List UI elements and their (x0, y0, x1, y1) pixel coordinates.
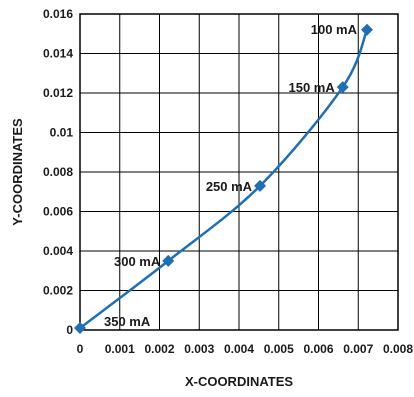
x-tick-label: 0.005 (264, 342, 294, 356)
y-tick-label: 0.014 (43, 47, 73, 61)
grid (79, 13, 399, 331)
y-axis-ticks: 0 0.002 0.004 0.006 0.008 0.01 0.012 0.014 0.016 (43, 7, 73, 337)
x-tick-label: 0.004 (224, 342, 254, 356)
y-tick-label: 0.008 (43, 165, 73, 179)
y-tick-label: 0.004 (43, 244, 73, 258)
y-tick-label: 0.012 (43, 86, 73, 100)
x-tick-label: 0.001 (105, 342, 135, 356)
data-label: 350 mA (104, 314, 151, 329)
data-label: 300 mA (114, 254, 161, 269)
data-point-marker (254, 179, 267, 192)
y-tick-label: 0.01 (50, 126, 74, 140)
data-point-marker (360, 23, 373, 36)
x-tick-label: 0.006 (303, 342, 333, 356)
series-group: 350 mA 300 mA 250 mA 150 mA 100 mA (74, 22, 373, 335)
x-tick-label: 0.003 (184, 342, 214, 356)
data-label: 100 mA (311, 22, 358, 37)
x-tick-label: 0.008 (383, 342, 413, 356)
data-point-marker (336, 81, 349, 94)
x-axis-label: X-COORDINATES (185, 374, 293, 389)
x-tick-label: 0 (77, 342, 84, 356)
y-tick-label: 0.002 (43, 284, 73, 298)
y-tick-label: 0.006 (43, 205, 73, 219)
x-tick-label: 0.002 (144, 342, 174, 356)
y-tick-label: 0.016 (43, 7, 73, 21)
data-label: 150 mA (288, 80, 335, 95)
y-axis-label: Y-COORDINATES (10, 118, 25, 226)
data-point-marker (162, 254, 175, 267)
plot-frame (79, 13, 399, 331)
x-tick-label: 0.007 (343, 342, 373, 356)
data-point-marker (74, 322, 86, 335)
data-label: 250 mA (206, 179, 253, 194)
y-tick-label: 0 (66, 323, 73, 337)
x-axis-ticks: 0 0.001 0.002 0.003 0.004 0.005 0.006 0.007 0.00… (77, 342, 414, 356)
